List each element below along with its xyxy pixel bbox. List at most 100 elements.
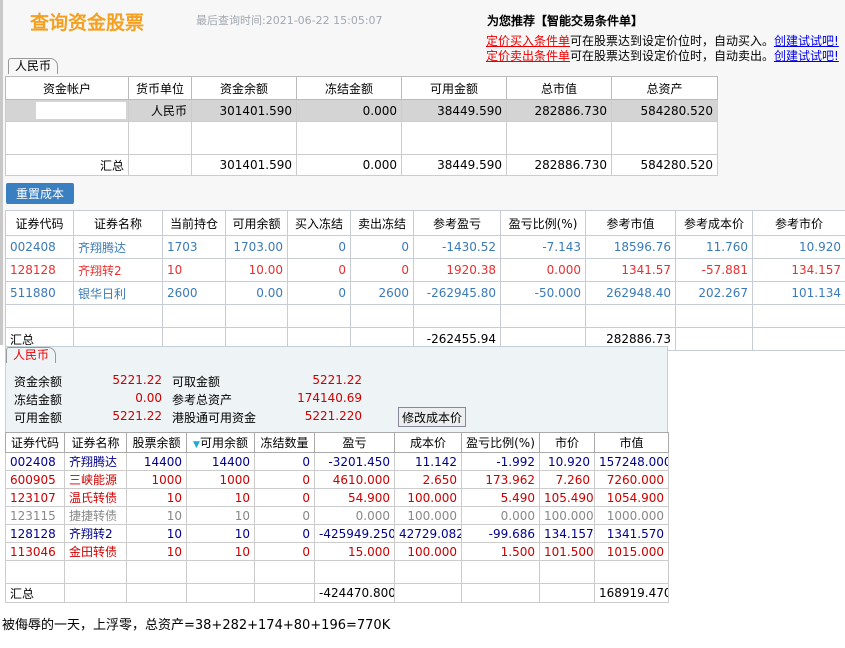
table-row[interactable]	[5, 304, 845, 328]
create-sell-link[interactable]: 创建试试吧!	[774, 49, 839, 63]
table-row[interactable]: 511880 银华日利 2600 0.00 0 2600 -262945.80 -50.000…	[5, 281, 845, 305]
cell: 1341.570	[594, 524, 669, 543]
cell: 128128	[5, 524, 65, 543]
cell	[64, 583, 127, 603]
table-row[interactable]: 113046 金田转债 10 10 0 15.000 100.000 1.500 101.500…	[5, 542, 669, 561]
cell	[126, 583, 187, 603]
table-row[interactable]: 002408 齐翔腾达 1703 1703.00 0 0 -1430.52 -7.143 185…	[5, 235, 845, 259]
cell	[5, 304, 74, 328]
cell	[675, 327, 753, 351]
column-header[interactable]: 股票余额	[126, 432, 187, 453]
table-row[interactable]: 128128 齐翔转2 10 10.00 0 0 1920.38 0.000 1341.57 -5…	[5, 258, 845, 282]
cell: 7260.000	[594, 470, 669, 489]
cell: 10	[126, 542, 187, 561]
column-header[interactable]: 证券名称	[64, 432, 127, 453]
cell: 1015.000	[594, 542, 669, 561]
cell	[539, 560, 595, 584]
cell: 温氏转债	[64, 488, 127, 507]
column-header[interactable]: 货币单位	[128, 76, 192, 100]
column-header[interactable]: 可用金额	[401, 76, 507, 100]
sell-condition-link[interactable]: 定价卖出条件单	[486, 49, 571, 63]
cell: -262945.80	[413, 281, 501, 305]
recommend-heading: 为您推荐【智能交易条件单】	[487, 14, 644, 28]
column-header[interactable]: 可用余额	[225, 210, 288, 236]
summary-value: 5221.220	[304, 409, 362, 423]
cell: 123115	[5, 506, 65, 525]
column-header[interactable]: 证券代码	[5, 432, 65, 453]
reset-cost-button[interactable]: 重置成本	[6, 183, 74, 204]
cell: 100.000	[394, 488, 462, 507]
tab-rmb[interactable]: 人民币	[8, 58, 59, 74]
cell: 1.500	[461, 542, 540, 561]
summary-value: 5221.22	[312, 373, 362, 387]
column-header[interactable]: 参考市值	[585, 210, 676, 236]
column-header[interactable]: 市值	[594, 432, 669, 453]
cell: 1341.57	[585, 258, 676, 282]
column-header[interactable]: 买入冻结	[287, 210, 351, 236]
column-header[interactable]: 总资产	[611, 76, 718, 100]
column-header[interactable]: 成本价	[394, 432, 462, 453]
column-header[interactable]: 盈亏	[314, 432, 395, 453]
cell: 10	[126, 506, 187, 525]
total-row[interactable]: 汇总 -424470.800 168919.470	[5, 583, 669, 603]
promo-buy: 定价买入条件单可在股票达到设定价位时，自动买入。创建试试吧!	[486, 32, 839, 49]
cell: 134.157	[539, 524, 595, 543]
cell: 511880	[5, 281, 74, 305]
column-header[interactable]: ▼可用余额	[186, 432, 255, 453]
column-header[interactable]: 市价	[539, 432, 595, 453]
column-header[interactable]: 当前持仓	[162, 210, 226, 236]
tab-rmb-2[interactable]: 人民币	[6, 347, 57, 363]
cell: 584280.520	[611, 99, 718, 122]
table-row[interactable]	[5, 560, 669, 584]
cell	[539, 583, 595, 603]
table-row[interactable]: 128128 齐翔转2 10 10 0 -425949.250 42729.082 -99.6…	[5, 524, 669, 543]
modify-cost-button[interactable]: 修改成本价	[398, 407, 466, 427]
cell: 54.900	[314, 488, 395, 507]
summary-value: 5221.22	[112, 373, 162, 387]
column-header[interactable]: 证券代码	[5, 210, 74, 236]
table-row[interactable]	[5, 121, 718, 155]
cell	[128, 121, 192, 155]
table-row[interactable]: 002408 齐翔腾达 14400 14400 0 -3201.450 11.142 -1.9…	[5, 452, 669, 471]
table-row[interactable]: 123115 捷捷转债 10 10 0 0.000 100.000 0.000 100.000 1…	[5, 506, 669, 525]
cell: 168919.470	[594, 583, 669, 603]
cell: 202.267	[675, 281, 753, 305]
summary-label: 资金余额	[14, 375, 63, 389]
create-buy-link[interactable]: 创建试试吧!	[774, 34, 839, 48]
cell: 10	[162, 258, 226, 282]
cell: 7.260	[539, 470, 595, 489]
cell	[461, 583, 540, 603]
column-header[interactable]: 参考盈亏	[413, 210, 501, 236]
cell: 10.00	[225, 258, 288, 282]
cell: 捷捷转债	[64, 506, 127, 525]
cell: 1703	[162, 235, 226, 259]
cell	[5, 560, 65, 584]
cell: 002408	[5, 235, 74, 259]
column-header[interactable]: 卖出冻结	[350, 210, 414, 236]
table-row[interactable]: 人民币 301401.590 0.000 38449.590 282886.730 584…	[5, 99, 718, 122]
table-row[interactable]: 123107 温氏转债 10 10 0 54.900 100.000 5.490 105.490…	[5, 488, 669, 507]
cell: 38449.590	[401, 154, 507, 176]
table-row[interactable]: 600905 三峡能源 1000 1000 0 4610.000 2.650 173.962 7…	[5, 470, 669, 489]
cell	[500, 304, 586, 328]
column-header[interactable]: 冻结金额	[296, 76, 402, 100]
cell: 100.000	[394, 506, 462, 525]
column-header[interactable]: 参考成本价	[675, 210, 753, 236]
cell: 2.650	[394, 470, 462, 489]
cell	[506, 121, 612, 155]
column-header[interactable]: 总市值	[506, 76, 612, 100]
column-header[interactable]: 资金帐户	[5, 76, 129, 100]
cell: 11.760	[675, 235, 753, 259]
cell: 齐翔腾达	[64, 452, 127, 471]
summary-label: 港股通可用资金	[172, 411, 257, 425]
column-header[interactable]: 冻结数量	[254, 432, 315, 453]
table-row[interactable]: 汇总 301401.590 0.000 38449.590 282886.730 5842…	[5, 154, 718, 176]
column-header[interactable]: 资金余额	[191, 76, 297, 100]
buy-condition-link[interactable]: 定价买入条件单	[486, 34, 571, 48]
column-header[interactable]: 证券名称	[73, 210, 163, 236]
cell: 105.490	[539, 488, 595, 507]
cell	[225, 304, 288, 328]
column-header[interactable]: 盈亏比例(%)	[461, 432, 540, 453]
column-header[interactable]: 参考市价	[752, 210, 845, 236]
column-header[interactable]: 盈亏比例(%)	[500, 210, 586, 236]
